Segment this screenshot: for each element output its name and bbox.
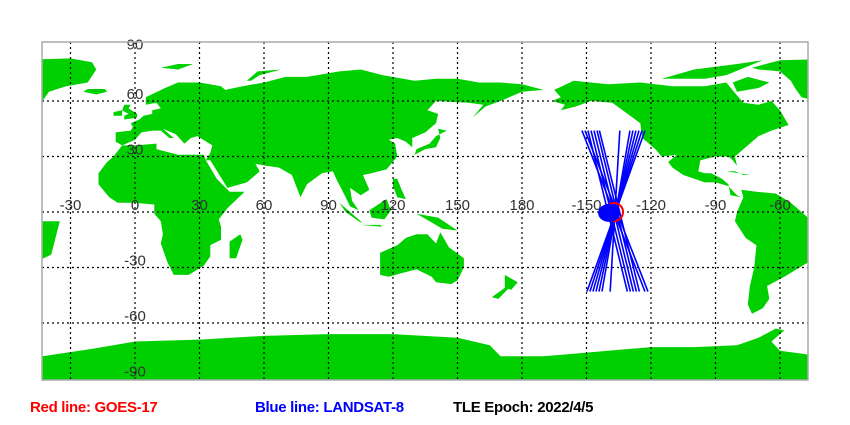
map-border bbox=[41, 41, 809, 381]
land-iceland bbox=[83, 89, 107, 95]
land-south-america bbox=[734, 189, 808, 314]
lat-tick-label: -60 bbox=[124, 308, 146, 325]
land-antarctica bbox=[0, 329, 34, 388]
legend-epoch: TLE Epoch: 2022/4/5 bbox=[453, 399, 594, 416]
legend-goes: Red line: GOES-17 bbox=[30, 399, 158, 416]
lon-tick-label: -150 bbox=[571, 197, 601, 214]
lon-tick-label: 30 bbox=[191, 197, 208, 214]
land-new-zealand-south bbox=[491, 287, 510, 299]
land-sumatra bbox=[339, 202, 363, 224]
land-canadian-arctic bbox=[661, 60, 763, 79]
land-novaya-zemlya bbox=[246, 69, 282, 81]
legend-landsat: Blue line: LANDSAT-8 bbox=[255, 399, 404, 416]
lon-tick-label: 180 bbox=[509, 197, 534, 214]
land-eurasia bbox=[115, 69, 544, 211]
land-borneo bbox=[369, 199, 391, 220]
lat-tick-label: 90 bbox=[127, 37, 144, 54]
lon-tick-label: 120 bbox=[380, 197, 405, 214]
land-cuba bbox=[726, 171, 750, 175]
lon-tick-label: 150 bbox=[445, 197, 470, 214]
land-south-america bbox=[42, 221, 60, 259]
land-australia bbox=[380, 232, 464, 285]
land-philippines bbox=[393, 178, 406, 200]
lon-tick-label: -90 bbox=[705, 197, 727, 214]
lon-tick-label: 0 bbox=[131, 197, 139, 214]
land-africa bbox=[98, 143, 245, 275]
lon-tick-label: -30 bbox=[60, 197, 82, 214]
land-new-guinea bbox=[416, 213, 458, 231]
landsat-8-marker bbox=[598, 203, 621, 222]
land-greenland bbox=[752, 59, 808, 99]
lat-tick-label: -30 bbox=[124, 253, 146, 270]
land-java bbox=[360, 224, 383, 227]
land-great-britain bbox=[122, 104, 138, 120]
lon-tick-label: -60 bbox=[769, 197, 791, 214]
land-new-zealand-north bbox=[504, 274, 518, 290]
land-baffin-island bbox=[732, 76, 770, 92]
land-antarctica bbox=[42, 328, 808, 380]
lat-tick-label: 30 bbox=[127, 142, 144, 159]
lat-tick-label: -90 bbox=[124, 364, 146, 381]
lat-tick-label: 60 bbox=[127, 86, 144, 103]
land-antarctica bbox=[817, 329, 850, 388]
land-svalbard bbox=[160, 64, 194, 70]
land-north-america bbox=[0, 81, 15, 198]
land-greenland bbox=[42, 58, 97, 101]
land-japan bbox=[414, 128, 447, 155]
land-north-america bbox=[552, 80, 789, 198]
land-madagascar bbox=[229, 234, 243, 259]
lon-tick-label: 90 bbox=[320, 197, 337, 214]
land-ireland bbox=[113, 110, 123, 116]
lon-tick-label: -120 bbox=[636, 197, 666, 214]
lon-tick-label: 60 bbox=[256, 197, 273, 214]
